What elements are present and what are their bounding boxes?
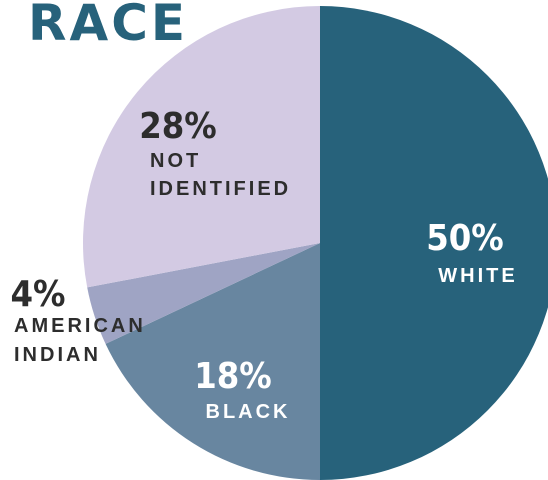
pie-slice [320, 6, 548, 480]
slice-category-label: BLACK [206, 401, 291, 423]
slice-value-label: 4% [11, 274, 66, 315]
chart-title: RACE [28, 0, 188, 52]
pie-slice [83, 6, 320, 288]
pie-slice [87, 243, 320, 344]
slice-value-label: 18% [194, 356, 272, 397]
slice-category-label: NOT IDENTIFIED [150, 150, 291, 200]
pie-slice [105, 243, 320, 480]
slice-value-label: 28% [139, 106, 217, 147]
slice-category-label: WHITE [438, 265, 517, 287]
slice-value-label: 50% [426, 218, 504, 259]
slice-category-label: AMERICAN INDIAN [14, 315, 146, 366]
